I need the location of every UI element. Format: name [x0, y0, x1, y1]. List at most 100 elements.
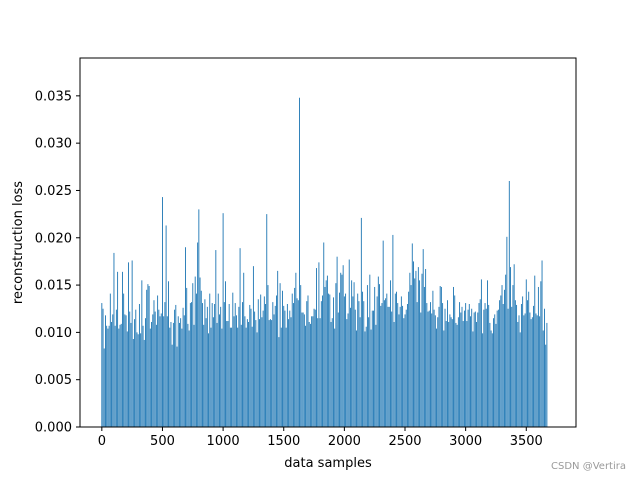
bar [240, 324, 242, 427]
bar [103, 348, 105, 427]
bar [312, 316, 314, 427]
bar [352, 296, 354, 427]
bar [506, 236, 508, 427]
bar [291, 293, 293, 427]
bar [131, 260, 133, 427]
bar [368, 317, 370, 427]
bar [114, 325, 116, 427]
bar [219, 314, 220, 427]
bar [272, 302, 274, 427]
bar [220, 306, 222, 427]
bar [460, 312, 462, 427]
bar [189, 303, 191, 427]
bar [416, 302, 418, 427]
bar [130, 322, 132, 427]
bar [453, 286, 454, 427]
bar [386, 293, 388, 427]
bar [320, 301, 322, 427]
bar [520, 304, 522, 427]
bar [522, 296, 524, 427]
bar [268, 320, 270, 427]
bar [440, 286, 442, 427]
bar [483, 309, 485, 427]
bar [297, 300, 299, 427]
bar [533, 305, 535, 427]
bar [447, 300, 448, 427]
bar [200, 290, 202, 427]
bar [243, 272, 245, 427]
bar [295, 272, 297, 427]
bar [425, 268, 427, 427]
bar [154, 311, 156, 427]
bar [140, 333, 142, 427]
bar [405, 309, 407, 427]
bar [323, 242, 325, 427]
bar [205, 318, 207, 427]
bar [404, 314, 406, 427]
bar [286, 304, 288, 427]
bar [160, 313, 162, 427]
bar [428, 310, 430, 427]
bar [152, 314, 154, 427]
bar [155, 324, 157, 427]
bar [423, 286, 425, 427]
bar [153, 300, 155, 427]
bar [111, 321, 112, 427]
bar [365, 326, 367, 427]
bar [234, 303, 236, 427]
bar [197, 242, 199, 427]
bar [260, 294, 262, 427]
bar [245, 327, 247, 427]
bar [432, 290, 434, 427]
bar [171, 344, 173, 427]
bar [112, 314, 114, 427]
bar [434, 315, 436, 427]
bar [148, 286, 150, 427]
bar [345, 293, 347, 427]
bar [490, 330, 492, 427]
bar [336, 256, 338, 427]
bar [277, 270, 279, 427]
bar [411, 243, 413, 427]
bar [505, 274, 507, 427]
bar [251, 326, 253, 427]
bar [444, 308, 446, 427]
bar [349, 307, 351, 427]
bar [335, 283, 337, 427]
bar [513, 264, 515, 427]
watermark: CSDN @Vertira [551, 461, 626, 472]
bar [396, 291, 397, 427]
bar [449, 314, 451, 427]
bar [511, 306, 513, 427]
bar [134, 319, 136, 427]
bar [202, 303, 203, 427]
bar [183, 315, 185, 427]
bar [209, 293, 211, 427]
bar [329, 294, 331, 427]
bar [223, 302, 225, 427]
bar [406, 304, 408, 427]
bar [436, 328, 437, 427]
x-tick-label: 2000 [328, 434, 361, 449]
bar [294, 287, 296, 427]
bar [431, 313, 433, 427]
bar [413, 261, 414, 427]
bar [263, 296, 265, 427]
bar [145, 318, 146, 427]
bar [451, 319, 453, 427]
bar [192, 283, 194, 427]
bar [237, 327, 239, 427]
bar [470, 316, 471, 427]
bar [445, 321, 447, 427]
bar [229, 327, 231, 427]
bar [187, 323, 189, 427]
bar [463, 310, 465, 427]
bar [383, 300, 385, 427]
bar [462, 321, 464, 427]
bar [242, 302, 243, 427]
bar [158, 309, 160, 427]
bar [459, 302, 461, 427]
bar [359, 317, 361, 427]
y-tick-label: 0.005 [35, 373, 72, 388]
bar [433, 309, 435, 427]
